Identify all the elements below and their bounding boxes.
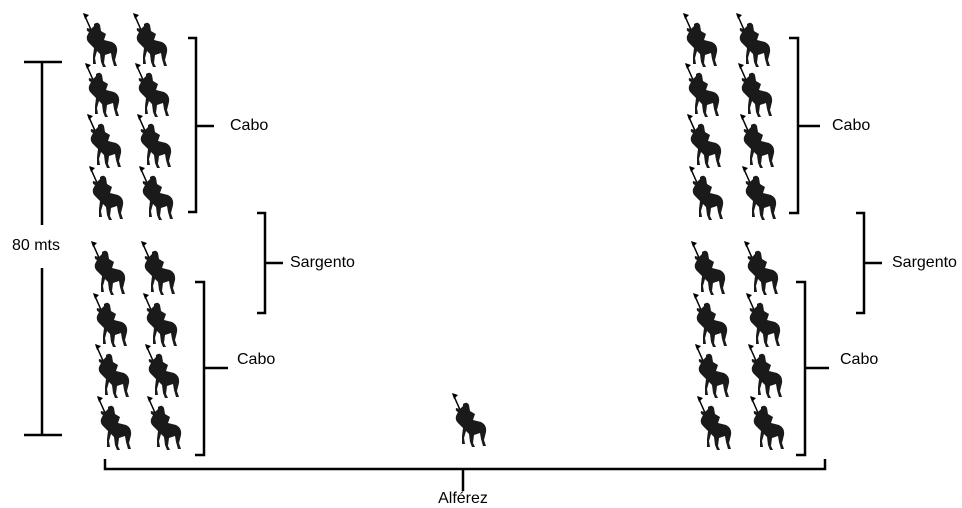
commander-figure xyxy=(452,393,486,447)
rider xyxy=(91,241,125,295)
rider xyxy=(750,396,784,450)
rider xyxy=(83,13,117,67)
group-label: Cabo xyxy=(832,117,870,134)
rider xyxy=(93,293,127,347)
rider xyxy=(147,396,181,450)
group-label: Sargento xyxy=(892,254,957,271)
bracket xyxy=(105,459,825,491)
cavalry xyxy=(83,13,784,450)
group-label: Cabo xyxy=(840,351,878,368)
page: 80 mts Cabo Sargento Cabo Cabo Sargento … xyxy=(0,0,962,508)
rider xyxy=(139,166,173,220)
group-label: Sargento xyxy=(290,254,355,271)
rider xyxy=(742,166,776,220)
bracket xyxy=(188,38,214,212)
bracket xyxy=(789,38,820,213)
rider xyxy=(744,241,778,295)
rider xyxy=(85,63,119,117)
rider xyxy=(738,63,772,117)
rider xyxy=(95,344,129,398)
rider xyxy=(691,241,725,295)
rider xyxy=(685,63,719,117)
group-label: Cabo xyxy=(230,117,268,134)
rider xyxy=(87,114,121,168)
bracket xyxy=(796,282,829,455)
rider xyxy=(748,344,782,398)
diagram: 80 mts Cabo Sargento Cabo Cabo Sargento … xyxy=(0,0,962,508)
group-label: Cabo xyxy=(237,351,275,368)
rider xyxy=(695,344,729,398)
rider xyxy=(736,13,770,67)
rider xyxy=(746,293,780,347)
rider xyxy=(97,396,131,450)
rider xyxy=(145,344,179,398)
rider xyxy=(137,114,171,168)
rider xyxy=(693,293,727,347)
bracket xyxy=(257,213,283,313)
rider xyxy=(740,114,774,168)
rider xyxy=(89,166,123,220)
rider xyxy=(135,63,169,117)
rider xyxy=(689,166,723,220)
bracket xyxy=(856,213,882,313)
rider xyxy=(133,13,167,67)
rider xyxy=(697,396,731,450)
rider xyxy=(141,241,175,295)
commander-label: Alférez xyxy=(438,490,488,507)
bracket xyxy=(195,282,228,455)
rider xyxy=(683,13,717,67)
rider xyxy=(143,293,177,347)
rider xyxy=(687,114,721,168)
measure-label: 80 mts xyxy=(12,237,60,254)
